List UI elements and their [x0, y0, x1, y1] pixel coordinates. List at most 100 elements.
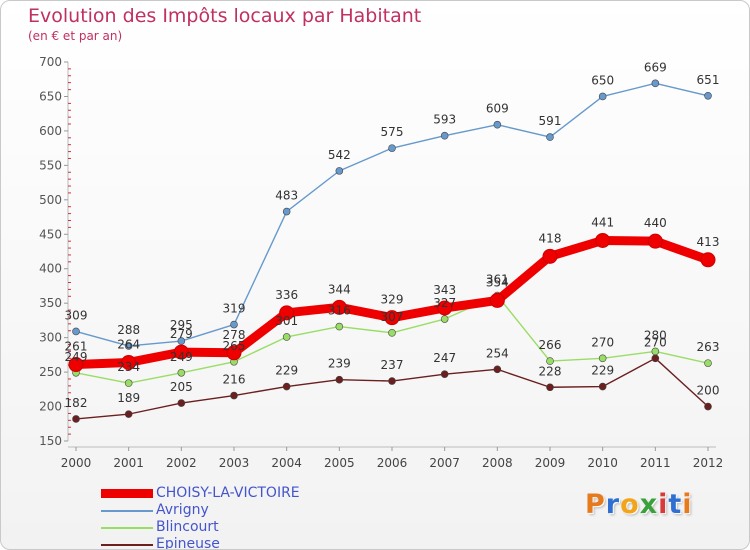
data-label: 200: [697, 384, 720, 398]
data-label: 205: [170, 380, 193, 394]
data-label: 229: [275, 364, 298, 378]
data-label: 270: [591, 335, 614, 349]
logo-letter: t: [668, 489, 683, 520]
y-tick-label: 450: [39, 227, 62, 241]
data-point: [440, 315, 449, 323]
x-tick-label: 2010: [587, 456, 618, 470]
data-label: 263: [697, 340, 720, 354]
data-label: 316: [328, 304, 351, 318]
data-point: [493, 120, 502, 129]
data-point: [440, 370, 449, 378]
legend-swatch: [101, 510, 153, 512]
x-tick-label: 2002: [166, 456, 197, 470]
data-point: [704, 359, 712, 367]
data-label: 609: [486, 102, 509, 116]
data-label: 229: [591, 364, 614, 378]
data-label: 440: [644, 216, 667, 230]
data-point: [598, 92, 607, 101]
data-point: [282, 333, 291, 341]
data-label: 249: [65, 350, 88, 364]
data-label: 182: [65, 396, 88, 410]
data-label: 336: [275, 288, 298, 302]
data-point: [282, 382, 291, 391]
legend-swatch: [101, 544, 153, 546]
data-label: 264: [117, 337, 140, 351]
data-label: 319: [223, 302, 246, 316]
data-label: 288: [117, 323, 140, 337]
data-label: 651: [697, 73, 720, 87]
data-point: [282, 207, 291, 216]
y-tick-label: 600: [39, 124, 62, 138]
data-point: [651, 79, 660, 88]
chart-subtitle: (en € et par an): [28, 29, 123, 43]
data-label: 413: [697, 235, 720, 249]
y-tick-label: 150: [39, 434, 62, 448]
data-point: [230, 320, 238, 329]
data-point: [700, 252, 716, 268]
data-label: 216: [223, 373, 246, 387]
data-point: [72, 415, 80, 423]
x-tick-label: 2003: [219, 456, 250, 470]
data-point: [437, 300, 453, 316]
legend-label: CHOISY-LA-VICTOIRE: [156, 485, 300, 501]
data-point: [388, 377, 396, 385]
data-label: 669: [644, 60, 667, 74]
legend-swatch: [101, 489, 153, 498]
y-tick-label: 350: [39, 296, 62, 310]
data-label: 483: [275, 189, 298, 203]
x-tick-label: 2000: [61, 456, 92, 470]
x-tick-label: 2011: [640, 456, 671, 470]
data-point: [384, 310, 400, 326]
data-label: 418: [539, 231, 562, 245]
data-point: [388, 144, 396, 152]
logo-letter: r: [605, 489, 621, 520]
data-point: [704, 91, 712, 100]
y-tick-label: 250: [39, 365, 62, 379]
x-tick-label: 2004: [271, 456, 302, 470]
data-label: 261: [65, 340, 88, 354]
data-label: 327: [433, 296, 456, 310]
data-label: 189: [117, 391, 140, 405]
logo-letter: o: [620, 489, 640, 520]
data-point: [546, 383, 554, 392]
data-point: [598, 382, 607, 391]
data-label: 280: [644, 328, 667, 342]
data-point: [546, 133, 554, 141]
data-label: 237: [381, 358, 404, 372]
data-label: 266: [539, 338, 562, 352]
y-tick-label: 300: [39, 331, 62, 345]
data-label: 301: [275, 314, 298, 328]
data-point: [651, 354, 660, 363]
data-point: [493, 365, 502, 374]
logo-letter: P: [585, 489, 606, 520]
data-label: 329: [381, 293, 404, 307]
y-tick-label: 500: [39, 193, 62, 207]
data-point: [124, 342, 133, 350]
x-tick-label: 2012: [693, 456, 724, 470]
data-point: [177, 337, 186, 345]
legend-label: Epineuse: [156, 536, 220, 550]
x-tick-label: 2008: [482, 456, 513, 470]
data-label: 361: [486, 273, 509, 287]
data-label: 542: [328, 148, 351, 162]
data-point: [226, 345, 242, 361]
data-label: 295: [170, 318, 193, 332]
data-point: [440, 131, 449, 140]
data-label: 239: [328, 357, 351, 371]
data-point: [124, 410, 133, 418]
data-label: 591: [539, 114, 562, 128]
y-tick-label: 700: [39, 55, 62, 69]
data-point: [647, 233, 663, 249]
data-label: 650: [591, 73, 614, 87]
data-label: 344: [328, 282, 351, 296]
data-point: [388, 329, 396, 337]
data-point: [124, 379, 133, 387]
data-label: 343: [433, 283, 456, 297]
data-point: [595, 232, 611, 248]
data-label: 593: [433, 113, 456, 127]
x-tick-label: 2007: [429, 456, 460, 470]
data-label: 228: [539, 364, 562, 378]
y-tick-label: 400: [39, 262, 62, 276]
